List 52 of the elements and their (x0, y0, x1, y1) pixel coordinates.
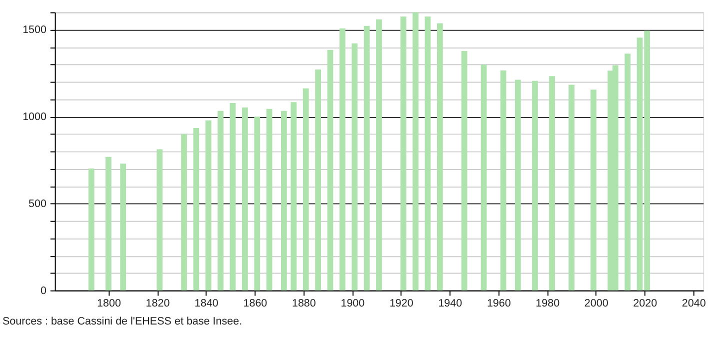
x-tick-label: 2040 (682, 298, 706, 310)
x-tick-label: 1800 (96, 298, 121, 310)
bar (590, 90, 596, 290)
bar (514, 80, 521, 290)
bar (242, 108, 248, 290)
bar (281, 110, 287, 290)
bar (436, 23, 443, 290)
x-tick-label: 1980 (536, 298, 560, 310)
bar (376, 19, 382, 290)
bar (120, 164, 126, 290)
bar (352, 43, 358, 290)
x-tick-label: 2000 (584, 298, 608, 310)
y-tick-label: 1000 (22, 110, 47, 123)
bar (230, 103, 236, 290)
bar (339, 28, 346, 290)
y-tick-label: 500 (28, 198, 47, 210)
bar (181, 134, 187, 290)
x-tick-label: 1960 (486, 298, 511, 310)
bar (218, 110, 224, 290)
bar (532, 80, 538, 290)
x-tick-label: 1840 (194, 298, 218, 310)
x-tick-label: 1900 (340, 298, 365, 310)
bar (412, 12, 418, 290)
x-tick-label: 1880 (292, 298, 316, 310)
bar (424, 16, 431, 290)
source-note: Sources : base Cassini de l'EHESS et base Insee. (2, 316, 242, 328)
bar (327, 50, 334, 290)
bar (364, 26, 370, 290)
x-tick-label: 2020 (633, 298, 658, 310)
bar (88, 168, 94, 290)
bar (106, 156, 112, 290)
bar (400, 16, 406, 290)
bar (290, 102, 297, 290)
x-tick-label: 1920 (389, 298, 414, 310)
bar (266, 108, 272, 290)
bar (193, 128, 200, 290)
y-tick-label: 0 (40, 284, 47, 297)
bar (500, 70, 506, 290)
bar (549, 76, 555, 290)
x-tick-label: 1860 (243, 298, 268, 310)
bar (461, 51, 468, 290)
y-tick-label: 1500 (22, 24, 47, 36)
x-tick-label: 1820 (146, 298, 170, 310)
bar (156, 149, 163, 290)
bar (302, 88, 309, 290)
bar (205, 120, 212, 290)
x-tick-label: 1940 (438, 298, 462, 310)
bar (624, 54, 631, 290)
bar (315, 69, 321, 290)
bar (254, 116, 260, 290)
bar (480, 64, 487, 290)
bar (568, 84, 574, 290)
